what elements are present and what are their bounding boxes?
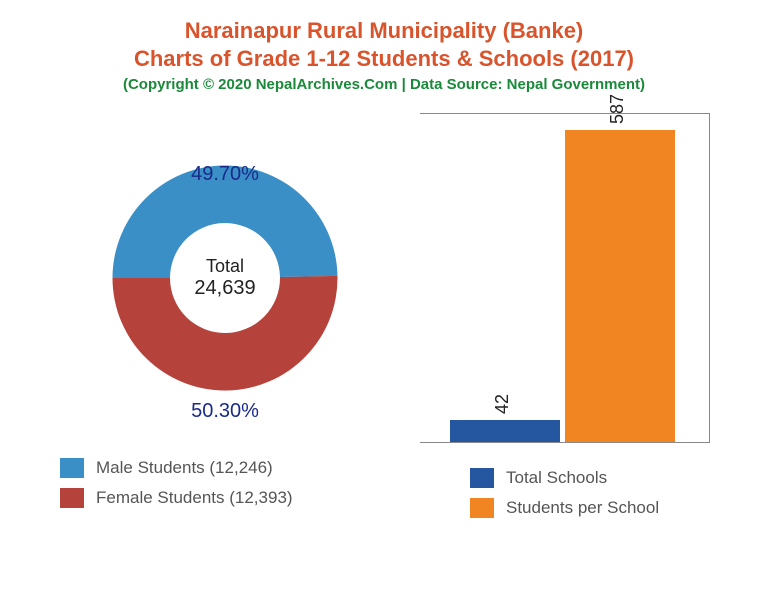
male-percent-label: 49.70% xyxy=(191,163,259,186)
charts-row: 49.70% Total 24,639 50.30% Male Students… xyxy=(0,113,768,528)
legend-item-schools: Total Schools xyxy=(470,468,738,488)
donut-center: Total 24,639 xyxy=(194,256,255,300)
title-line-1: Narainapur Rural Municipality (Banke) xyxy=(0,18,768,44)
female-legend-text: Female Students (12,393) xyxy=(96,488,293,508)
bar-label-schools: 42 xyxy=(492,394,513,414)
legend-item-female: Female Students (12,393) xyxy=(60,488,420,508)
spc-swatch-icon xyxy=(470,498,494,518)
schools-legend-text: Total Schools xyxy=(506,468,607,488)
title-line-2: Charts of Grade 1-12 Students & Schools … xyxy=(0,46,768,72)
donut-wrap: 49.70% Total 24,639 50.30% xyxy=(100,153,350,403)
bar-chart-section: 42 587 Total Schools Students per School xyxy=(420,113,738,528)
bar-legend: Total Schools Students per School xyxy=(420,468,738,518)
legend-item-male: Male Students (12,246) xyxy=(60,458,420,478)
spc-legend-text: Students per School xyxy=(506,498,659,518)
bar-total-schools xyxy=(450,420,560,442)
subtitle: (Copyright © 2020 NepalArchives.Com | Da… xyxy=(0,76,768,93)
bar-chart-area: 42 587 xyxy=(420,113,710,443)
legend-item-spc: Students per School xyxy=(470,498,738,518)
male-swatch-icon xyxy=(60,458,84,478)
bar-label-spc: 587 xyxy=(607,94,628,124)
schools-swatch-icon xyxy=(470,468,494,488)
female-swatch-icon xyxy=(60,488,84,508)
chart-header: Narainapur Rural Municipality (Banke) Ch… xyxy=(0,0,768,93)
donut-legend: Male Students (12,246) Female Students (… xyxy=(30,458,420,508)
donut-center-value: 24,639 xyxy=(194,277,255,300)
male-legend-text: Male Students (12,246) xyxy=(96,458,273,478)
female-percent-label: 50.30% xyxy=(191,400,259,423)
bar-students-per-school xyxy=(565,130,675,442)
donut-center-label: Total xyxy=(194,256,255,277)
donut-chart-section: 49.70% Total 24,639 50.30% Male Students… xyxy=(30,113,420,518)
